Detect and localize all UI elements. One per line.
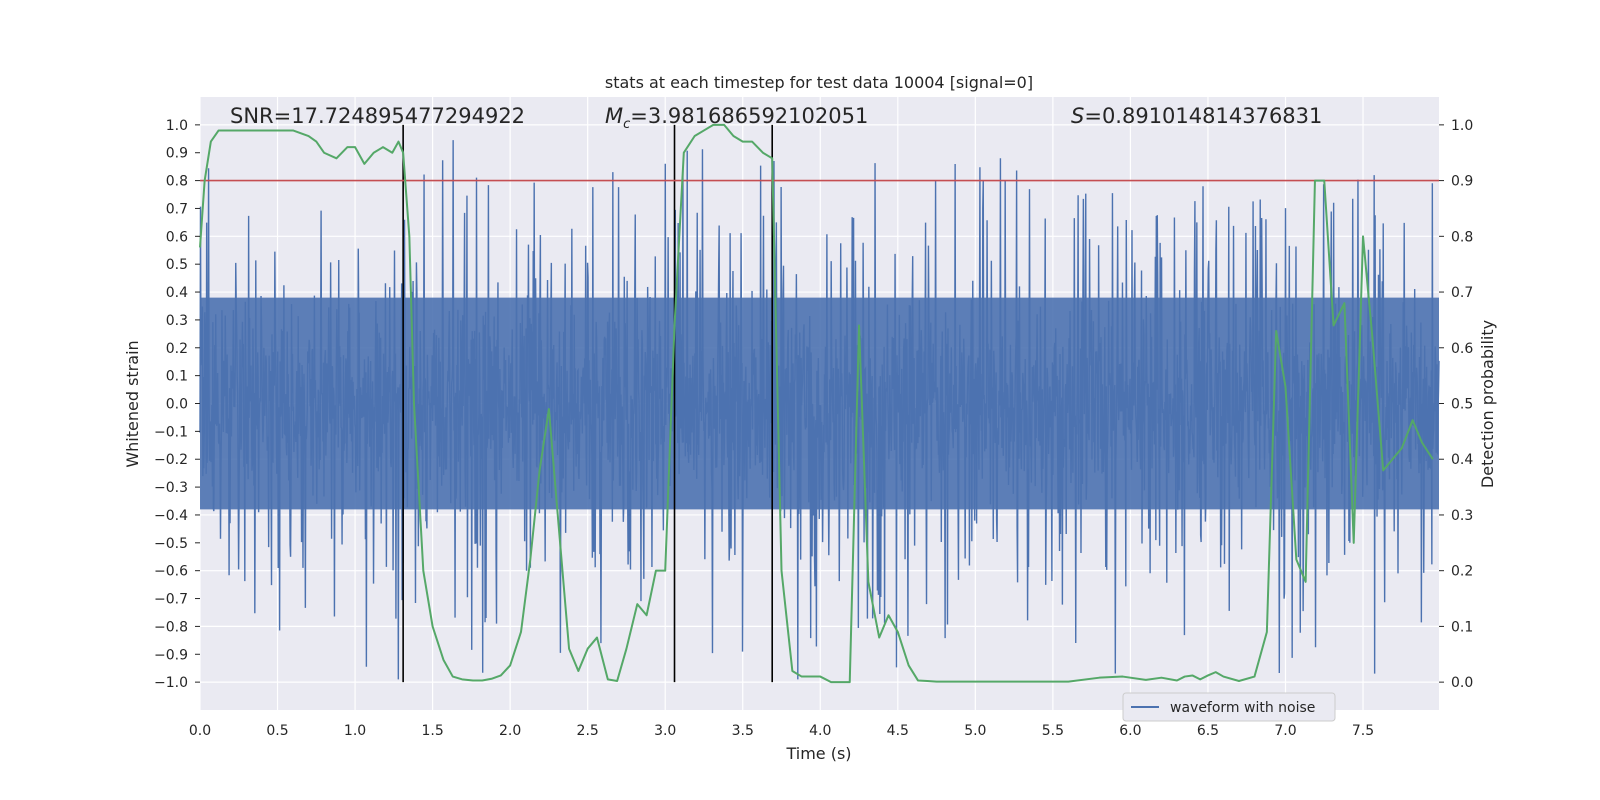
x-tick-label: 3.0 bbox=[654, 723, 676, 739]
legend: waveform with noise bbox=[1122, 692, 1336, 722]
x-tick-label: 1.0 bbox=[344, 723, 366, 739]
y-tick-label: −0.1 bbox=[154, 424, 188, 440]
x-tick-label: 0.0 bbox=[189, 723, 211, 739]
y-tick-label: 0.8 bbox=[166, 174, 188, 190]
y2-tick-labels: 1.0 0.9 0.8 0.7 0.6 0.5 0.4 0.3 0.2 0.1 0.0 bbox=[1439, 118, 1473, 691]
y2-tick-label: 0.8 bbox=[1451, 229, 1473, 245]
y-axis-label: Whitened strain bbox=[123, 340, 142, 467]
x-tick-label: 0.5 bbox=[266, 723, 288, 739]
x-axis-label: Time (s) bbox=[785, 744, 851, 763]
y-tick-label: 0.2 bbox=[166, 341, 188, 357]
x-tick-label: 2.5 bbox=[577, 723, 599, 739]
y2-tick-label: 0.2 bbox=[1451, 564, 1473, 580]
y2-tick-label: 0.4 bbox=[1451, 452, 1473, 468]
legend-label-waveform: waveform with noise bbox=[1170, 700, 1315, 716]
y-tick-label: −0.2 bbox=[154, 452, 188, 468]
x-tick-label: 5.5 bbox=[1042, 723, 1064, 739]
y2-tick-label: 1.0 bbox=[1451, 118, 1473, 134]
boundary-lines bbox=[402, 124, 774, 683]
y-tick-label: 0.0 bbox=[166, 397, 188, 413]
y2-tick-label: 0.6 bbox=[1451, 341, 1473, 357]
probability-line bbox=[199, 123, 1434, 684]
x-tick-label: 2.0 bbox=[499, 723, 521, 739]
y-tick-label: −0.5 bbox=[154, 536, 188, 552]
waveform-core-band bbox=[200, 297, 1439, 510]
x-tick-label: 3.5 bbox=[732, 723, 754, 739]
waveform-series bbox=[199, 140, 1440, 680]
y-tick-label: 0.6 bbox=[166, 229, 188, 245]
y2-tick-label: 0.7 bbox=[1451, 285, 1473, 301]
x-tick-label: 6.5 bbox=[1197, 723, 1219, 739]
y2-tick-label: 0.1 bbox=[1451, 619, 1473, 635]
y2-tick-label: 0.9 bbox=[1451, 174, 1473, 190]
y-tick-label: 0.1 bbox=[166, 369, 188, 385]
y-tick-label: 0.5 bbox=[166, 257, 188, 273]
legend-box bbox=[1122, 692, 1336, 722]
x-tick-label: 1.5 bbox=[421, 723, 443, 739]
y2-tick-label: 0.0 bbox=[1451, 675, 1473, 691]
y-tick-label: −0.9 bbox=[154, 647, 188, 663]
chart-title: stats at each timestep for test data 100… bbox=[605, 73, 1033, 92]
x-tick-label: 5.0 bbox=[964, 723, 986, 739]
x-tick-labels: 0.0 0.5 1.0 1.5 2.0 2.5 3.0 3.5 4.0 4.5 5.0 5.5 6.0 6… bbox=[189, 723, 1374, 739]
x-tick-label: 7.5 bbox=[1352, 723, 1374, 739]
x-tick-label: 4.5 bbox=[887, 723, 909, 739]
chirp-mass-annotation: Mc=3.981686592102051 bbox=[605, 104, 868, 132]
y-tick-label: 0.9 bbox=[166, 146, 188, 162]
y-tick-label: 0.4 bbox=[166, 285, 188, 301]
y-tick-labels: 1.0 0.9 0.8 0.7 0.6 0.5 0.4 0.3 0.2 0.1 0.0 −0.1 −0.… bbox=[154, 118, 200, 691]
y-tick-label: −1.0 bbox=[154, 675, 188, 691]
probability-series bbox=[199, 123, 1434, 684]
x-tick-label: 4.0 bbox=[809, 723, 831, 739]
y-tick-label: −0.4 bbox=[154, 508, 188, 524]
y-tick-label: 0.7 bbox=[166, 201, 188, 217]
x-tick-label: 6.0 bbox=[1119, 723, 1141, 739]
y-tick-label: −0.8 bbox=[154, 619, 188, 635]
s-symbol: S bbox=[1071, 104, 1084, 128]
y-tick-label: −0.6 bbox=[154, 564, 188, 580]
snr-annotation: SNR=17.724895477294922 bbox=[230, 104, 525, 128]
y-tick-label: 0.3 bbox=[166, 313, 188, 329]
y2-tick-label: 0.5 bbox=[1451, 397, 1473, 413]
y-tick-label: −0.3 bbox=[154, 480, 188, 496]
y2-tick-label: 0.3 bbox=[1451, 508, 1473, 524]
s-value: =0.891014814376831 bbox=[1084, 104, 1322, 128]
y-tick-label: −0.7 bbox=[154, 592, 188, 608]
y-tick-label: 1.0 bbox=[166, 118, 188, 134]
chirp-mass-subscript: c bbox=[623, 117, 630, 132]
s-annotation: S=0.891014814376831 bbox=[1071, 104, 1322, 128]
chirp-mass-value: =3.981686592102051 bbox=[630, 104, 868, 128]
chirp-mass-symbol: M bbox=[605, 104, 623, 128]
y2-axis-label: Detection probability bbox=[1478, 320, 1497, 488]
x-tick-label: 7.0 bbox=[1274, 723, 1296, 739]
